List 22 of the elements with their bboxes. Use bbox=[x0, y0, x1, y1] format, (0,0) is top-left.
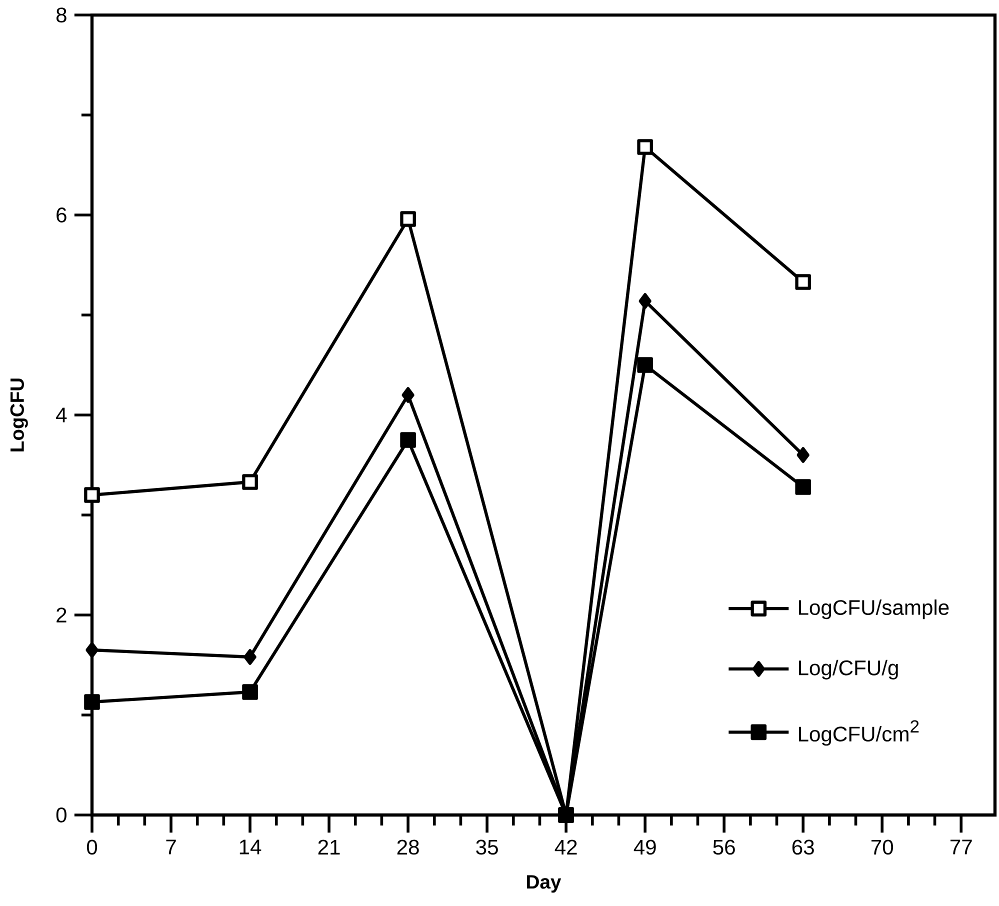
x-tick-label: 14 bbox=[240, 840, 262, 854]
y-tick-label: 2 bbox=[56, 608, 66, 622]
x-tick-label: 21 bbox=[318, 840, 340, 854]
y-tick-label: 8 bbox=[56, 8, 66, 23]
x-tick-label: 70 bbox=[871, 840, 894, 855]
x-axis-title: Day bbox=[527, 875, 562, 893]
legend-label: Log/CFU/g bbox=[798, 660, 898, 680]
x-tick-label: 42 bbox=[554, 840, 577, 854]
x-tick-label: 0 bbox=[86, 840, 98, 855]
y-tick-label: 6 bbox=[56, 208, 66, 222]
x-tick-label: 49 bbox=[634, 840, 656, 855]
legend-label: LogCFU/sample bbox=[798, 599, 949, 620]
y-tick-label: 0 bbox=[56, 808, 66, 822]
x-tick-label: 28 bbox=[397, 840, 419, 855]
x-tick-label: 35 bbox=[476, 840, 498, 855]
x-tick-label: 7 bbox=[166, 840, 176, 854]
y-axis-title: LogCFU bbox=[10, 378, 28, 452]
x-tick-label: 77 bbox=[950, 840, 972, 854]
y-tick-label: 4 bbox=[56, 408, 67, 422]
legend-label: LogCFU/cm$^{2}$ bbox=[798, 720, 919, 746]
x-tick-label: 56 bbox=[713, 840, 735, 855]
x-tick-label: 63 bbox=[792, 840, 814, 855]
